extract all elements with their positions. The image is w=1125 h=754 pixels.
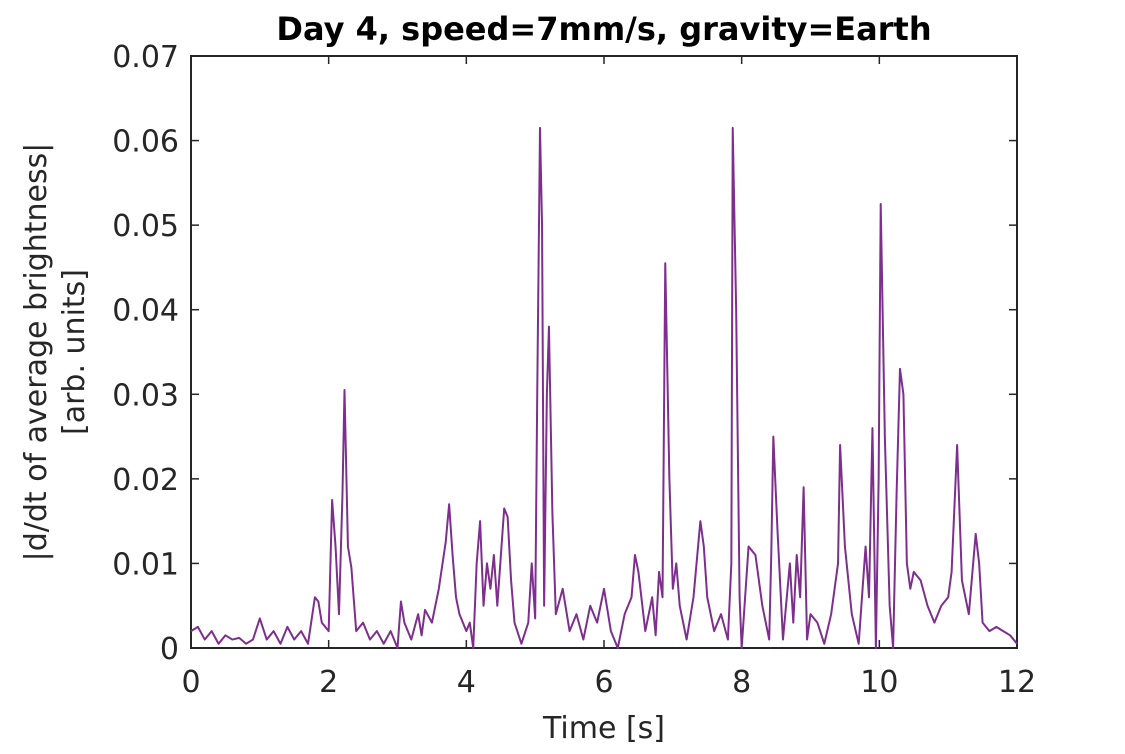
y-tick-label: 0 — [160, 632, 179, 667]
y-tick-label: 0.06 — [112, 125, 179, 160]
y-tick-label: 0.07 — [112, 40, 179, 75]
x-tick-label: 10 — [860, 665, 898, 700]
x-tick-label: 0 — [181, 665, 200, 700]
y-tick-label: 0.05 — [112, 209, 179, 244]
y-tick-label: 0.04 — [112, 294, 179, 329]
x-axis-label: Time [s] — [542, 711, 665, 746]
x-tick-label: 2 — [319, 665, 338, 700]
x-tick-label: 8 — [732, 665, 751, 700]
plot-frame — [190, 55, 1018, 649]
y-tick-label: 0.01 — [112, 547, 179, 582]
chart-title: Day 4, speed=7mm/s, gravity=Earth — [276, 10, 931, 48]
x-tick-label: 4 — [457, 665, 476, 700]
data-line — [190, 126, 1018, 649]
x-tick-label: 6 — [594, 665, 613, 700]
y-axis-label: [arb. units] — [57, 269, 92, 435]
x-tick-label: 12 — [998, 665, 1036, 700]
y-tick-label: 0.02 — [112, 463, 179, 498]
y-tick-label: 0.03 — [112, 378, 179, 413]
y-axis-label: |d/dt of average brightness| — [19, 143, 54, 562]
